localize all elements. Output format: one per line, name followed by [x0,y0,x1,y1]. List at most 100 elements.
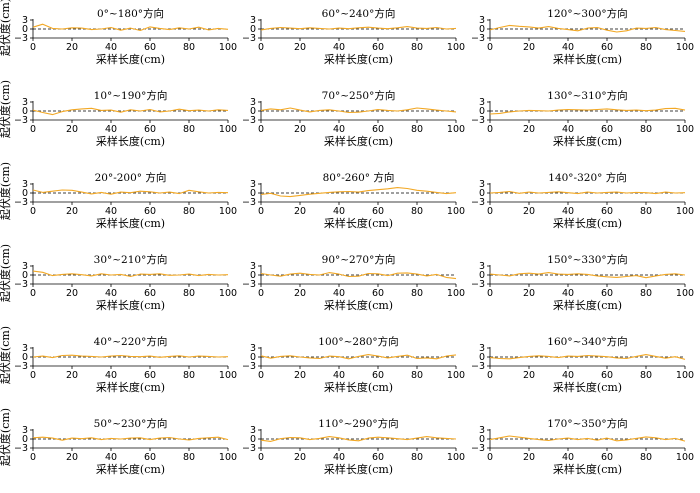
y-tick-label: 3 [22,97,28,108]
x-tick-label: 80 [411,206,423,217]
x-tick-label: 20 [523,42,535,53]
y-tick-label: 3 [479,343,485,354]
y-axis-label: 起伏度(cm) [0,326,12,384]
x-tick-label: 80 [183,124,195,135]
panel-title: 30°~210°方向 [94,253,168,266]
x-tick-label: 40 [105,206,117,217]
panel-title: 100°~280°方向 [318,335,398,348]
x-tick-label: 60 [144,124,156,135]
x-tick-label: 100 [219,370,237,381]
panel-title: 10°~190°方向 [94,89,168,102]
x-tick-label: 20 [523,288,535,299]
x-tick-label: 60 [601,42,613,53]
x-tick-label: 40 [105,42,117,53]
x-tick-label: 20 [66,370,78,381]
x-axis-label: 采样长度(cm) [553,380,622,394]
x-tick-label: 40 [333,42,345,53]
x-axis-label: 采样长度(cm) [553,216,622,230]
x-tick-label: 0 [258,42,264,53]
panel-title: 170°~350°方向 [547,417,627,430]
x-tick-label: 80 [640,206,652,217]
x-tick-label: 20 [523,206,535,217]
x-axis-label: 采样长度(cm) [324,298,393,312]
panel-title: 110°~290°方向 [318,417,398,430]
y-axis-label: 起伏度(cm) [0,0,12,56]
x-axis-label: 采样长度(cm) [324,462,393,476]
x-tick-label: 80 [183,288,195,299]
x-tick-label: 40 [333,288,345,299]
x-tick-label: 40 [333,206,345,217]
x-tick-label: 100 [219,288,237,299]
y-tick-label: 0 [250,24,256,35]
y-tick-label: 3 [479,97,485,108]
x-tick-label: 20 [66,124,78,135]
x-tick-label: 0 [487,370,493,381]
x-tick-label: 0 [30,452,36,463]
y-axis-label: 起伏度(cm) [0,80,12,138]
x-axis-label: 采样长度(cm) [553,462,622,476]
y-tick-label: 0 [22,188,28,199]
x-tick-label: 0 [487,452,493,463]
x-tick-label: 40 [333,370,345,381]
x-tick-label: 60 [601,288,613,299]
profile-series-line [260,107,457,114]
x-tick-label: 60 [144,42,156,53]
x-tick-label: 60 [601,370,613,381]
profile-series-line [489,272,686,279]
x-tick-label: 80 [640,288,652,299]
y-tick-label: 3 [479,15,485,26]
x-axis-label: 采样长度(cm) [96,380,165,394]
x-tick-label: 80 [640,452,652,463]
x-tick-label: 60 [601,452,613,463]
y-tick-label: 0 [250,270,256,281]
x-tick-label: 20 [294,288,306,299]
profile-series-line [489,190,686,195]
profile-series-line [489,354,686,360]
x-tick-label: 100 [676,370,694,381]
x-tick-label: 20 [66,288,78,299]
panel-title: 120°~300°方向 [547,7,627,20]
y-tick-label: 3 [22,15,28,26]
x-tick-label: 60 [372,370,384,381]
x-tick-label: 0 [30,288,36,299]
profile-series-line [260,272,457,280]
y-tick-label: 3 [479,425,485,436]
profile-series-line [32,107,229,116]
y-tick-label: −3 [14,33,28,44]
y-tick-label: 3 [250,261,256,272]
panel-title: 60°~240°方向 [322,7,396,20]
profile-series-line [32,189,229,195]
y-axis-label: 起伏度(cm) [0,408,12,466]
x-axis-label: 采样长度(cm) [96,298,165,312]
x-tick-label: 60 [372,42,384,53]
panel-title: 80°-260° 方向 [323,171,395,184]
x-tick-label: 20 [294,206,306,217]
x-tick-label: 40 [562,452,574,463]
x-tick-label: 0 [258,370,264,381]
x-tick-label: 40 [105,288,117,299]
x-axis-label: 采样长度(cm) [96,462,165,476]
x-tick-label: 80 [183,370,195,381]
x-tick-label: 20 [66,42,78,53]
y-tick-label: 3 [22,425,28,436]
x-tick-label: 100 [676,206,694,217]
x-tick-label: 20 [523,452,535,463]
x-tick-label: 80 [411,452,423,463]
y-tick-label: 0 [479,106,485,117]
y-tick-label: −3 [471,197,485,208]
y-tick-label: −3 [242,279,256,290]
x-tick-label: 20 [294,452,306,463]
profile-series-line [260,187,457,198]
x-tick-label: 60 [144,370,156,381]
x-tick-label: 100 [676,452,694,463]
x-tick-label: 100 [676,124,694,135]
x-tick-label: 80 [640,124,652,135]
